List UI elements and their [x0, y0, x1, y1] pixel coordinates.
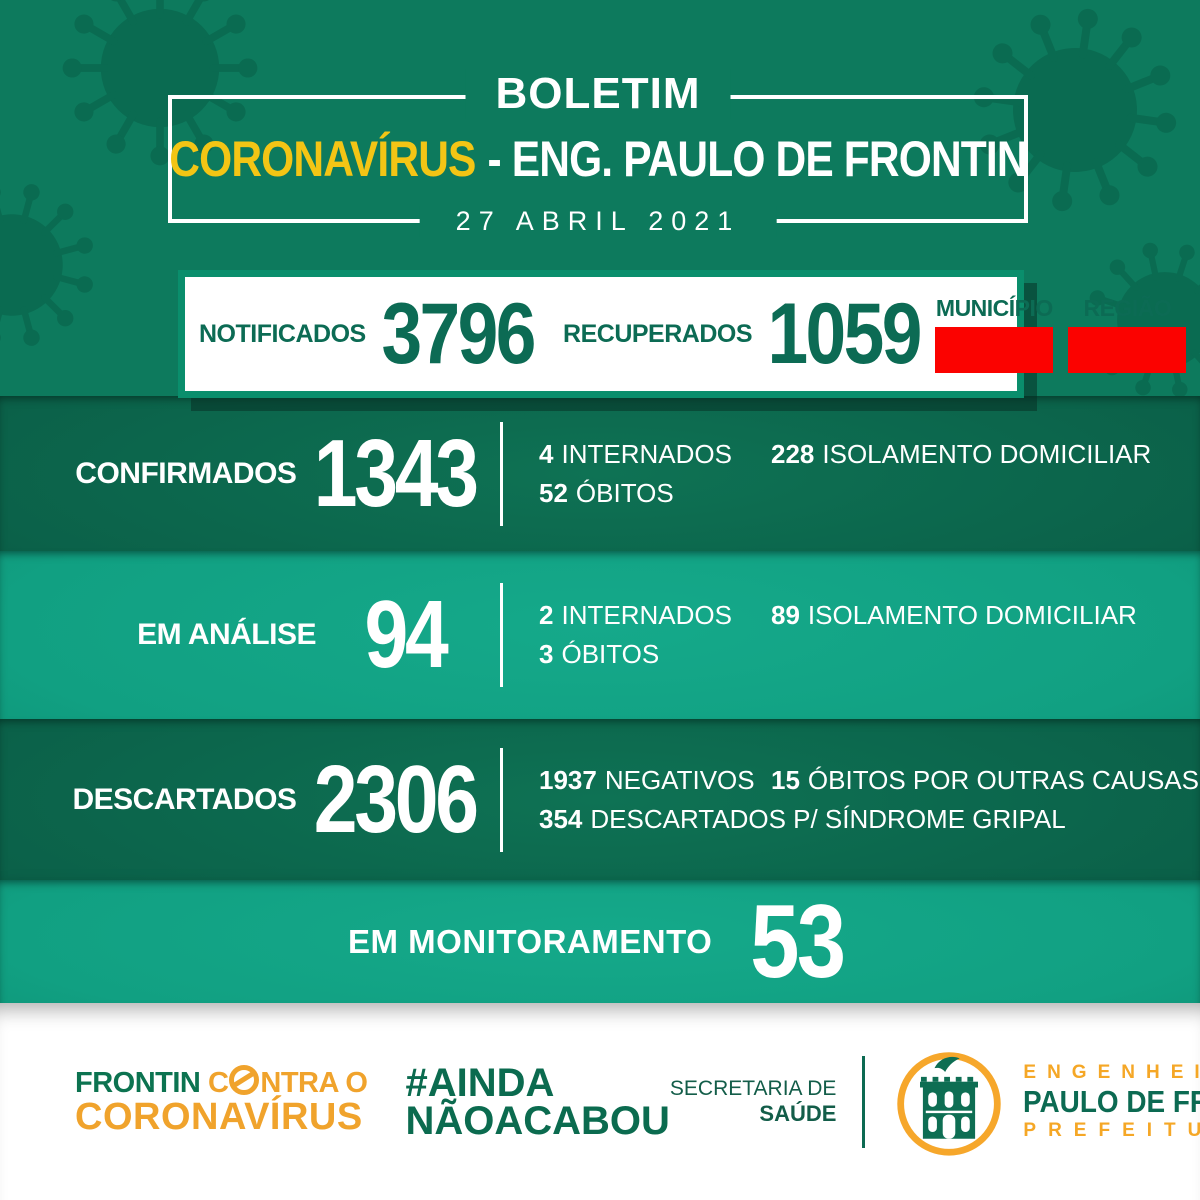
region-flag-label: REGIÃO	[1083, 295, 1172, 321]
campaign-line2: CORONAVÍRUS	[75, 1096, 363, 1139]
virus-icon	[0, 155, 122, 375]
detail-number: 2	[539, 600, 554, 631]
municipality-flag: MUNICÍPIO	[935, 295, 1054, 373]
bird-icon	[934, 1056, 961, 1072]
confirmed-detail-isolamento: 228 ISOLAMENTO DOMICILIAR	[771, 440, 1151, 469]
notified-value: 3796	[381, 286, 536, 382]
secretariat-line2: SAÚDE	[759, 1100, 837, 1126]
summary-box: NOTIFICADOS 3796 RECUPERADOS 1059 MUNICÍ…	[178, 270, 1187, 398]
divider	[500, 583, 503, 687]
footer-divider	[862, 1055, 866, 1148]
detail-text: ÓBITOS POR OUTRAS CAUSAS	[807, 764, 1199, 795]
in-analysis-details: 2 INTERNADOS 89 ISOLAMENTO DOMICILIAR 3 ÓBI…	[539, 601, 1137, 668]
detail-number: 354	[539, 803, 583, 834]
detail-text: ÓBITOS	[561, 639, 660, 669]
monitoring-label: EM MONITORAMENTO	[348, 922, 713, 960]
in-analysis-band: EM ANÁLISE 94 2 INTERNADOS 89 ISOLAMENTO D…	[0, 551, 1200, 719]
detail-number: 4	[539, 438, 554, 469]
secretariat-line1: SECRETARIA DE	[669, 1076, 837, 1100]
risk-flags: MUNICÍPIO REGIÃO	[935, 295, 1188, 373]
notified-label: NOTIFICADOS	[199, 319, 366, 348]
detail-text: INTERNADOS	[561, 438, 732, 469]
recovered-label: RECUPERADOS	[563, 319, 753, 348]
municipality-flag-red-bar	[935, 327, 1054, 373]
discarded-details: 1937 NEGATIVOS 15 ÓBITOS POR OUTRAS CAUSAS…	[539, 766, 1199, 833]
discarded-value: 2306	[314, 745, 479, 853]
detail-text: DESCARTADOS P/ SÍNDROME GRIPAL	[590, 803, 1066, 834]
in-analysis-detail-obitos: 3 ÓBITOS	[539, 640, 771, 669]
detail-text: ÓBITOS	[575, 477, 674, 508]
confirmed-label: CONFIRMADOS	[75, 456, 297, 490]
hashtag-line1: #AINDA	[405, 1060, 555, 1105]
municipality-flag-label: MUNICÍPIO	[935, 295, 1053, 321]
region-flag-red-bar	[1068, 327, 1187, 373]
detail-text: NEGATIVOS	[604, 764, 755, 795]
confirmed-stat: CONFIRMADOS 1343	[0, 419, 494, 527]
divider	[500, 747, 503, 852]
no-entry-icon	[229, 1065, 260, 1096]
secretariat-label: SECRETARIA DE SAÚDE	[670, 1076, 836, 1128]
title-rest: - ENG. PAULO DE FRONTIN	[487, 131, 1027, 187]
hashtag-logo: #AINDA NÃOACABOU	[405, 1060, 670, 1143]
campaign-logo: FRONTIN C NTRA O CORONAVÍRUS	[75, 1065, 368, 1139]
confirmed-detail-internados: 4 INTERNADOS	[539, 440, 771, 469]
page-title: CORONAVÍRUS - ENG. PAULO DE FRONTIN	[169, 130, 1027, 188]
detail-text: ISOLAMENTO DOMICILIAR	[807, 600, 1137, 631]
monitoring-band: EM MONITORAMENTO 53	[0, 880, 1200, 1003]
detail-number: 52	[539, 477, 568, 508]
bulletin-date: 27 ABRIL 2021	[419, 206, 777, 237]
detail-text: ISOLAMENTO DOMICILIAR	[822, 438, 1152, 469]
detail-number: 1937	[539, 764, 597, 795]
title-highlight: CORONAVÍRUS	[169, 131, 476, 187]
footer-section: FRONTIN C NTRA O CORONAVÍRUS #AINDA NÃOAC…	[0, 1003, 1200, 1200]
discarded-detail-obitos-outras: 15 ÓBITOS POR OUTRAS CAUSAS	[771, 766, 1199, 795]
region-flag: REGIÃO	[1068, 295, 1187, 373]
hashtag-line2: NÃOACABOU	[405, 1098, 670, 1143]
discarded-stat: DESCARTADOS 2306	[0, 745, 494, 853]
detail-number: 3	[539, 639, 554, 669]
recovered-value: 1059	[767, 286, 922, 382]
detail-number: 89	[771, 600, 800, 631]
in-analysis-detail-isolamento: 89 ISOLAMENTO DOMICILIAR	[771, 601, 1137, 630]
municipality-line2: PAULO DE FRONTIN	[1023, 1083, 1200, 1119]
municipality-logo: ENGENHEIRO PAULO DE FRONTIN PREFEITURA	[1023, 1062, 1200, 1142]
discarded-band: DESCARTADOS 2306 1937 NEGATIVOS 15 ÓBITOS …	[0, 719, 1200, 880]
municipality-line3: PREFEITURA	[1023, 1119, 1200, 1141]
title-box: BOLETIM CORONAVÍRUS - ENG. PAULO DE FRON…	[168, 69, 1028, 237]
campaign-line1: FRONTIN C NTRA O	[75, 1065, 368, 1100]
monitoring-value: 53	[750, 883, 847, 1000]
discarded-detail-negativos: 1937 NEGATIVOS	[539, 766, 771, 795]
confirmed-detail-obitos: 52 ÓBITOS	[539, 477, 771, 508]
divider	[500, 421, 503, 526]
detail-text: INTERNADOS	[561, 600, 732, 631]
in-analysis-stat: EM ANÁLISE 94	[0, 587, 494, 683]
campaign-contra-end: NTRA O	[260, 1067, 368, 1100]
municipality-line1: ENGENHEIRO	[1023, 1061, 1200, 1083]
discarded-detail-sindrome-gripal: 354 DESCARTADOS P/ SÍNDROME GRIPAL	[539, 803, 1199, 834]
confirmed-value: 1343	[314, 419, 479, 527]
in-analysis-detail-internados: 2 INTERNADOS	[539, 601, 771, 630]
confirmed-band: CONFIRMADOS 1343 4 INTERNADOS 228 ISOLAMEN…	[0, 396, 1200, 551]
confirmed-details: 4 INTERNADOS 228 ISOLAMENTO DOMICILIAR 52 Ó…	[539, 440, 1151, 507]
bulletin-kicker: BOLETIM	[465, 69, 731, 119]
discarded-label: DESCARTADOS	[72, 782, 297, 816]
campaign-contra-start: C	[207, 1067, 229, 1100]
detail-number: 228	[771, 438, 815, 469]
in-analysis-value: 94	[364, 581, 448, 688]
campaign-frontin: FRONTIN	[75, 1067, 201, 1100]
detail-number: 15	[771, 764, 800, 795]
in-analysis-label: EM ANÁLISE	[137, 618, 316, 651]
city-hall-seal-icon	[897, 1051, 1002, 1156]
